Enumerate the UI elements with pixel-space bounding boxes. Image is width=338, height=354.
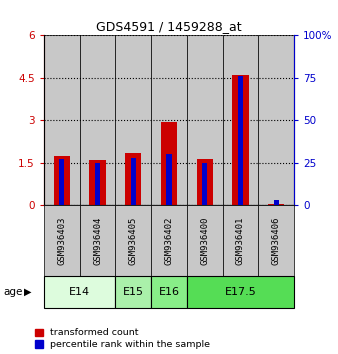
FancyBboxPatch shape <box>151 276 187 308</box>
Title: GDS4591 / 1459288_at: GDS4591 / 1459288_at <box>96 20 242 33</box>
Text: E14: E14 <box>69 287 90 297</box>
Bar <box>161 122 177 205</box>
Text: GSM936402: GSM936402 <box>165 217 173 265</box>
Bar <box>233 75 248 205</box>
Bar <box>95 163 100 205</box>
Bar <box>223 35 258 205</box>
FancyBboxPatch shape <box>115 276 151 308</box>
Text: GSM936405: GSM936405 <box>129 217 138 265</box>
FancyBboxPatch shape <box>80 205 115 276</box>
Bar <box>197 159 213 205</box>
Bar <box>130 158 136 205</box>
Bar <box>59 159 65 205</box>
FancyBboxPatch shape <box>44 276 115 308</box>
Text: GSM936401: GSM936401 <box>236 217 245 265</box>
Bar <box>187 35 223 205</box>
Bar <box>258 35 294 205</box>
Text: E17.5: E17.5 <box>224 287 256 297</box>
FancyBboxPatch shape <box>44 205 80 276</box>
Text: ▶: ▶ <box>24 287 31 297</box>
Bar <box>125 153 141 205</box>
Bar <box>238 76 243 205</box>
FancyBboxPatch shape <box>151 205 187 276</box>
Text: GSM936403: GSM936403 <box>57 217 66 265</box>
Text: GSM936406: GSM936406 <box>272 217 281 265</box>
Bar <box>54 156 70 205</box>
FancyBboxPatch shape <box>258 205 294 276</box>
Text: E16: E16 <box>159 287 179 297</box>
Text: GSM936404: GSM936404 <box>93 217 102 265</box>
Bar <box>273 200 279 205</box>
FancyBboxPatch shape <box>223 205 258 276</box>
Bar <box>115 35 151 205</box>
Legend: transformed count, percentile rank within the sample: transformed count, percentile rank withi… <box>35 329 210 349</box>
Text: GSM936400: GSM936400 <box>200 217 209 265</box>
Bar <box>268 204 284 205</box>
Bar <box>166 154 172 205</box>
Bar <box>80 35 115 205</box>
Bar <box>202 163 208 205</box>
FancyBboxPatch shape <box>187 205 223 276</box>
Text: age: age <box>3 287 23 297</box>
Text: E15: E15 <box>123 287 144 297</box>
Bar <box>44 35 80 205</box>
Bar <box>151 35 187 205</box>
Bar <box>90 160 105 205</box>
FancyBboxPatch shape <box>187 276 294 308</box>
FancyBboxPatch shape <box>115 205 151 276</box>
